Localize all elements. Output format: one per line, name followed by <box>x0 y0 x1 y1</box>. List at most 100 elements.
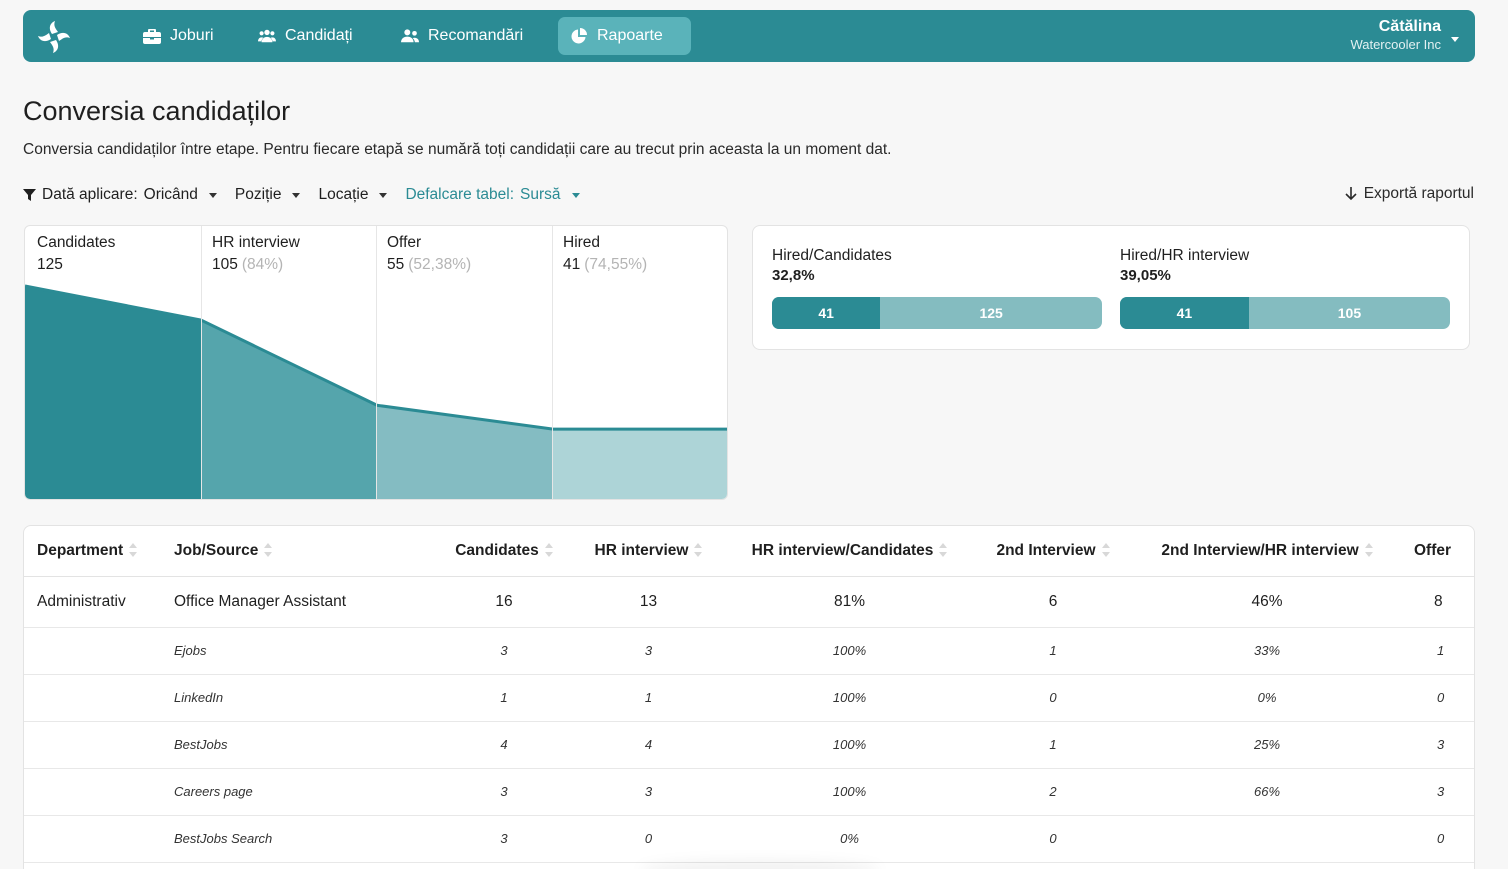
nav-joburi[interactable]: Joburi <box>131 17 226 55</box>
cell-2nd-interview-ratio: 66% <box>1132 768 1402 816</box>
table-row[interactable]: Administrativ Office Manager Assistant 1… <box>24 576 1474 628</box>
stage-offer: Offer 55 (52,38%) <box>387 232 471 276</box>
cell-department <box>24 768 174 816</box>
sort-icon <box>939 542 948 557</box>
cell-hr-interview: 0 <box>572 815 725 863</box>
export-report-label: Exportă raportul <box>1363 185 1474 202</box>
stage-hr-interview: HR interview 105 (84%) <box>212 232 300 276</box>
nav-candidati-label: Candidați <box>285 27 353 44</box>
cell-candidates: 16 <box>436 576 572 628</box>
page-title: Conversia candidaților <box>23 96 291 126</box>
funnel-segment <box>377 405 553 499</box>
nav-recomandari-label: Recomandări <box>428 27 524 44</box>
cell-2nd-interview: 0 <box>974 815 1132 863</box>
column-header-hr-interview-candidates[interactable]: HR interview/Candidates <box>725 526 974 577</box>
cell-hr-interview-ratio: 100% <box>725 768 974 816</box>
ratio-title: Hired/HR interview <box>1120 247 1250 264</box>
cell-offer: 0 <box>1402 815 1474 863</box>
user-company: Watercooler Inc <box>1350 37 1441 52</box>
cell-2nd-interview: 0 <box>974 674 1132 722</box>
chevron-down-icon <box>208 192 217 198</box>
column-header-2nd-interview[interactable]: 2nd Interview <box>974 526 1132 577</box>
conversion-ratios-card: Hired/Candidates 32,8% 41 125 Hired/HR i… <box>752 225 1470 350</box>
location-filter[interactable]: Locație <box>318 186 388 204</box>
conversion-table-card: Department Job/Source Candidates HR inte… <box>23 525 1475 869</box>
cell-hr-interview: 1 <box>572 674 725 722</box>
sort-icon <box>1364 542 1373 557</box>
sort-icon <box>694 542 703 557</box>
cell-2nd-interview: 6 <box>974 576 1132 628</box>
arrow-down-icon <box>1345 187 1357 201</box>
date-filter-label: Dată aplicare: <box>42 186 138 203</box>
stage-divider <box>201 226 202 499</box>
cell-hr-interview: 13 <box>572 576 725 628</box>
table-row[interactable]: BestJobs 4 4 100% 1 25% 3 <box>24 721 1474 769</box>
cell-hr-interview-ratio: 100% <box>725 721 974 769</box>
conversion-table: Department Job/Source Candidates HR inte… <box>24 526 1474 863</box>
cell-2nd-interview-ratio: 46% <box>1132 576 1402 628</box>
date-filter-value: Oricând <box>143 186 198 203</box>
column-header-candidates[interactable]: Candidates <box>436 526 572 577</box>
cell-department <box>24 721 174 769</box>
breakdown-filter[interactable]: Defalcare tabel: Sursă <box>405 186 580 204</box>
cell-department <box>24 674 174 722</box>
stage-name: Hired <box>563 234 601 251</box>
sort-icon <box>264 542 273 557</box>
table-header-row: Department Job/Source Candidates HR inte… <box>24 526 1474 577</box>
date-filter[interactable]: Dată aplicare: Oricând <box>23 186 217 204</box>
cell-department <box>24 815 174 863</box>
stage-hired: Hired 41 (74,55%) <box>563 232 647 276</box>
cell-candidates: 3 <box>436 768 572 816</box>
cell-hr-interview-ratio: 81% <box>725 576 974 628</box>
user-name: Cătălina <box>1378 18 1441 35</box>
table-row[interactable]: Careers page 3 3 100% 2 66% 3 <box>24 768 1474 816</box>
user-menu[interactable]: Cătălina Watercooler Inc <box>1350 17 1459 54</box>
ratio-bar-numerator: 41 <box>772 297 881 329</box>
stage-divider <box>552 226 553 499</box>
cell-hr-interview: 4 <box>572 721 725 769</box>
column-header-offer[interactable]: Offer <box>1402 526 1474 577</box>
cell-source: BestJobs <box>174 721 436 769</box>
nav-rapoarte[interactable]: Rapoarte <box>558 17 691 55</box>
cell-offer: 3 <box>1402 721 1474 769</box>
nav-joburi-label: Joburi <box>170 27 214 44</box>
position-filter-label: Poziție <box>234 186 282 203</box>
nav-rapoarte-label: Rapoarte <box>597 27 663 44</box>
export-report-button[interactable]: Exportă raportul <box>1345 185 1474 203</box>
table-row[interactable]: BestJobs Search 3 0 0% 0 0 <box>24 815 1474 863</box>
cell-2nd-interview-ratio: 25% <box>1132 721 1402 769</box>
column-header-hr-interview[interactable]: HR interview <box>572 526 725 577</box>
top-navbar: Joburi Candidați Recomandări Rapoarte Că… <box>23 10 1475 62</box>
filter-bar: Dată aplicare: Oricând Poziție Locație D… <box>23 185 598 205</box>
stage-percent: (74,55%) <box>584 256 648 273</box>
cell-hr-interview: 3 <box>572 768 725 816</box>
stage-name: Offer <box>387 234 422 251</box>
funnel-segment <box>553 429 727 499</box>
cell-source: Careers page <box>174 768 436 816</box>
cell-2nd-interview-ratio: 33% <box>1132 627 1402 675</box>
table-row[interactable]: LinkedIn 1 1 100% 0 0% 0 <box>24 674 1474 722</box>
stage-count: 41 <box>563 256 581 273</box>
cell-source: LinkedIn <box>174 674 436 722</box>
cell-2nd-interview-ratio <box>1132 815 1402 863</box>
column-header-department[interactable]: Department <box>24 526 174 577</box>
table-row[interactable]: Ejobs 3 3 100% 1 33% 1 <box>24 627 1474 675</box>
stage-count: 105 <box>212 256 238 273</box>
users-icon <box>258 29 276 43</box>
position-filter[interactable]: Poziție <box>235 186 301 204</box>
cell-source: Ejobs <box>174 627 436 675</box>
column-header-2nd-interview-hr-interview[interactable]: 2nd Interview/HR interview <box>1132 526 1402 577</box>
nav-recomandari[interactable]: Recomandări <box>389 17 535 55</box>
stage-count: 125 <box>37 256 63 273</box>
location-filter-label: Locație <box>318 186 369 203</box>
cell-2nd-interview: 1 <box>974 721 1132 769</box>
chevron-down-icon <box>379 192 388 198</box>
funnel-chart-svg <box>25 284 727 499</box>
column-header-job-source[interactable]: Job/Source <box>174 526 436 577</box>
sort-icon <box>1101 542 1110 557</box>
cell-candidates: 3 <box>436 627 572 675</box>
app-logo-icon[interactable] <box>37 20 71 54</box>
nav-candidati[interactable]: Candidați <box>246 17 365 55</box>
ratio-bar-denominator: 105 <box>1337 305 1362 321</box>
cell-department <box>24 627 174 675</box>
